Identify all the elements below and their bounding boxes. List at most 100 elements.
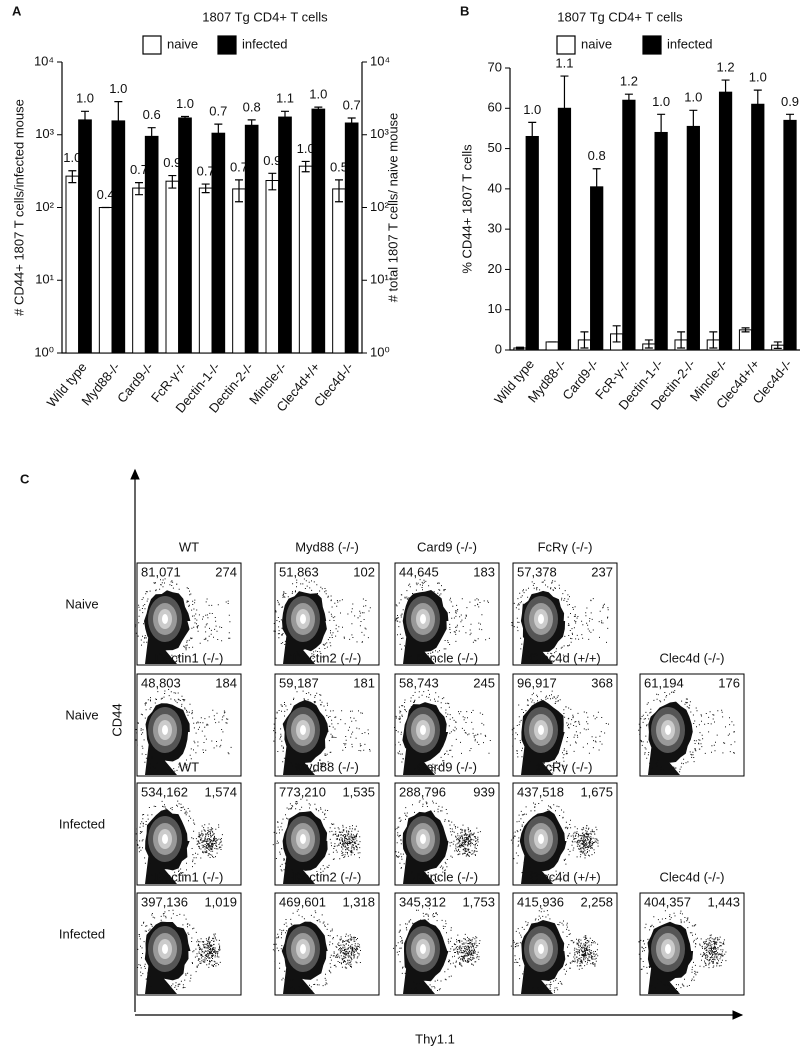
error-bar <box>347 117 356 130</box>
y-tick-label: 60 <box>488 100 502 115</box>
contour <box>538 834 544 844</box>
ratio-label: 0.9 <box>263 153 281 168</box>
bar <box>590 186 604 351</box>
y2-tick-label: 10⁴ <box>370 53 390 68</box>
ratio-label: 1.0 <box>652 94 670 109</box>
y2-tick-label: 10⁰ <box>370 344 390 359</box>
error-bar <box>214 123 223 147</box>
plot-title: Clec4d (+/+) <box>529 650 601 665</box>
ratio-label: 1.0 <box>109 81 127 96</box>
bar <box>751 103 765 351</box>
gate-count-left: 48,803 <box>141 675 181 690</box>
bar <box>65 175 80 354</box>
contour <box>420 725 426 735</box>
gate-count-left: 773,210 <box>279 784 326 799</box>
legend-label: naive <box>167 36 198 51</box>
gate-count-right: 1,318 <box>342 894 375 909</box>
bar <box>144 135 159 354</box>
bar <box>198 187 213 354</box>
error-bar <box>677 331 686 349</box>
flow-plot: 57,378 237 <box>511 562 618 666</box>
gate-count-right: 183 <box>473 564 495 579</box>
row-label: Naive <box>65 707 98 722</box>
gate-count-left: 288,796 <box>399 784 446 799</box>
flow-plot: 48,803 184 <box>135 673 242 777</box>
gate-count-right: 1,675 <box>580 784 613 799</box>
bar <box>211 132 226 354</box>
y-tick-label: 50 <box>488 140 502 155</box>
error-bar <box>114 101 123 180</box>
bar <box>525 135 539 351</box>
gate-count-right: 2,258 <box>580 894 613 909</box>
error-bar <box>201 183 210 194</box>
contour <box>420 944 426 954</box>
gate-count-left: 469,601 <box>279 894 326 909</box>
y-tick-label: 0 <box>495 341 502 356</box>
plot-title: FcRγ (-/-) <box>538 539 593 554</box>
y-axis-label: CD44 <box>109 703 124 736</box>
gate-count-left: 415,936 <box>517 894 564 909</box>
row-label: Naive <box>65 596 98 611</box>
gate-count-left: 81,071 <box>141 564 181 579</box>
gate-count-right: 1,753 <box>462 894 495 909</box>
plot-title: Clec4d (+/+) <box>529 869 601 884</box>
gate-count-right: 181 <box>353 675 375 690</box>
flow-plot: 534,162 1,574 <box>135 782 242 886</box>
error-bar <box>528 121 537 152</box>
bar <box>132 187 146 354</box>
contour <box>300 834 306 844</box>
y2-tick-label: 10³ <box>370 126 389 141</box>
y-tick-label: 70 <box>488 59 502 74</box>
bar <box>232 188 246 354</box>
legend-swatch <box>217 35 237 55</box>
bar <box>622 99 636 351</box>
ratio-label: 1.0 <box>297 141 315 156</box>
y-tick-label: 10⁰ <box>34 344 54 359</box>
contour <box>300 725 306 735</box>
gate-count-left: 57,378 <box>517 564 557 579</box>
gate-count-left: 345,312 <box>399 894 446 909</box>
contour <box>538 944 544 954</box>
plot-title: Dectin1 (-/-) <box>155 869 224 884</box>
legend-swatch <box>642 35 662 55</box>
error-bar <box>281 110 289 125</box>
y2-tick-label: 10² <box>370 199 389 214</box>
plot-title: Dectin1 (-/-) <box>155 650 224 665</box>
error-bar <box>235 179 243 203</box>
error-bar <box>612 325 621 343</box>
contour <box>300 614 306 624</box>
contour <box>420 614 426 624</box>
y-axis-label: % CD44+ 1807 T cells <box>459 144 474 274</box>
x-axis-label: Thy1.1 <box>415 1031 455 1046</box>
ratio-label: 0.9 <box>781 94 799 109</box>
bar <box>311 108 326 354</box>
ratio-label: 0.4 <box>97 187 115 202</box>
events <box>511 690 609 775</box>
gate-count-left: 51,863 <box>279 564 319 579</box>
gate-count-right: 176 <box>718 675 740 690</box>
ratio-label: 1.1 <box>276 91 294 106</box>
flow-plot: 59,187 181 <box>273 673 380 777</box>
contour <box>420 834 426 844</box>
events <box>393 908 481 994</box>
gate-count-right: 102 <box>353 564 375 579</box>
y-tick-label: 10 <box>488 301 502 316</box>
contour <box>162 614 168 624</box>
error-bar <box>657 113 666 152</box>
ratio-label: 0.7 <box>230 159 248 174</box>
flow-plot: 288,796 939 <box>394 782 500 886</box>
error-bar <box>81 110 89 133</box>
gate-count-left: 437,518 <box>517 784 564 799</box>
ratio-label: 0.8 <box>243 99 261 114</box>
ratio-label: 1.0 <box>176 96 194 111</box>
flow-plot: 51,863 102 <box>273 562 380 666</box>
x-tick-label: Card9-/- <box>114 359 156 405</box>
legend-title: 1807 Tg CD4+ T cells <box>202 9 328 24</box>
contour <box>538 725 544 735</box>
bar <box>332 188 346 354</box>
gate-count-left: 397,136 <box>141 894 188 909</box>
panel-label: B <box>460 3 469 18</box>
y2-axis-label: # total 1807 T cells/ naive mouse <box>385 113 400 303</box>
bar <box>557 107 572 351</box>
